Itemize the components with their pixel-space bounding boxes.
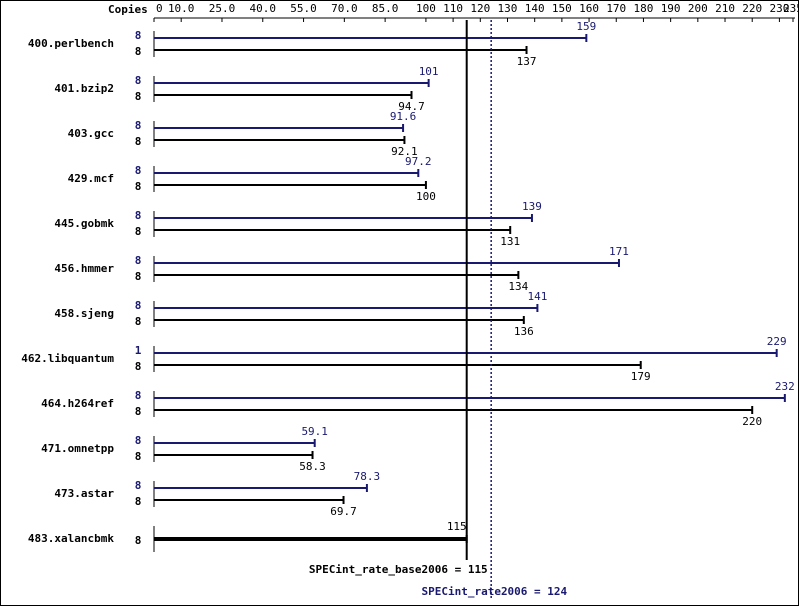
copies-label: 8 <box>135 164 142 177</box>
copies-label: 8 <box>135 209 142 222</box>
value-label: 141 <box>527 290 547 303</box>
x-tick-label: 190 <box>661 2 681 15</box>
copies-label: 8 <box>135 270 142 283</box>
x-tick-label: 10.0 <box>168 2 195 15</box>
value-label: 179 <box>631 370 651 383</box>
x-tick-label: 220 <box>742 2 762 15</box>
copies-label: 8 <box>135 434 142 447</box>
copies-label: 8 <box>135 225 142 238</box>
benchmark-label: 483.xalancbmk <box>28 532 114 545</box>
benchmark-label: 445.gobmk <box>54 217 114 230</box>
value-label: 232 <box>775 380 795 393</box>
x-tick-label: 70.0 <box>331 2 358 15</box>
x-tick-label: 170 <box>606 2 626 15</box>
copies-label: 8 <box>135 299 142 312</box>
benchmark-label: 429.mcf <box>68 172 114 185</box>
copies-label: 8 <box>135 315 142 328</box>
copies-label: 8 <box>135 180 142 193</box>
copies-label: 8 <box>135 254 142 267</box>
reference-label: SPECint_rate_base2006 = 115 <box>309 563 488 576</box>
copies-label: 8 <box>135 29 142 42</box>
value-label: 134 <box>508 280 528 293</box>
x-tick-label: 150 <box>552 2 572 15</box>
value-label: 94.7 <box>398 100 425 113</box>
x-tick-label: 55.0 <box>290 2 317 15</box>
benchmark-label: 464.h264ref <box>41 397 114 410</box>
benchmark-label: 471.omnetpp <box>41 442 114 455</box>
x-tick-label: 110 <box>443 2 463 15</box>
x-tick-label: 120 <box>470 2 490 15</box>
reference-label: SPECint_rate2006 = 124 <box>421 585 567 598</box>
copies-label: 8 <box>135 135 142 148</box>
copies-label: 8 <box>135 450 142 463</box>
x-tick-label: 180 <box>634 2 654 15</box>
benchmark-label: 401.bzip2 <box>54 82 114 95</box>
copies-header: Copies <box>108 3 148 16</box>
copies-label: 8 <box>135 405 142 418</box>
value-label: 220 <box>742 415 762 428</box>
value-label: 115 <box>447 520 467 533</box>
value-label: 229 <box>767 335 787 348</box>
value-label: 92.1 <box>391 145 418 158</box>
x-tick-label: 25.0 <box>209 2 236 15</box>
x-tick-label: 210 <box>715 2 735 15</box>
x-tick-label: 160 <box>579 2 599 15</box>
value-label: 137 <box>517 55 537 68</box>
copies-label: 8 <box>135 495 142 508</box>
copies-label: 8 <box>135 534 142 547</box>
value-label: 78.3 <box>354 470 381 483</box>
value-label: 139 <box>522 200 542 213</box>
copies-label: 8 <box>135 479 142 492</box>
benchmark-label: 403.gcc <box>68 127 114 140</box>
value-label: 131 <box>500 235 520 248</box>
benchmark-label: 458.sjeng <box>54 307 114 320</box>
copies-label: 8 <box>135 74 142 87</box>
x-tick-label: 130 <box>498 2 518 15</box>
value-label: 97.2 <box>405 155 432 168</box>
value-label: 171 <box>609 245 629 258</box>
value-label: 136 <box>514 325 534 338</box>
value-label: 58.3 <box>299 460 326 473</box>
x-tick-label: 140 <box>525 2 545 15</box>
value-label: 59.1 <box>301 425 328 438</box>
x-tick-label: 230 <box>769 2 789 15</box>
copies-label: 8 <box>135 119 142 132</box>
benchmark-label: 462.libquantum <box>21 352 114 365</box>
x-tick-label: 0 <box>156 2 163 15</box>
copies-label: 8 <box>135 90 142 103</box>
x-tick-label: 40.0 <box>250 2 277 15</box>
x-tick-label: 200 <box>688 2 708 15</box>
benchmark-label: 400.perlbench <box>28 37 114 50</box>
value-label: 91.6 <box>390 110 417 123</box>
x-tick-label: 100 <box>416 2 436 15</box>
copies-label: 1 <box>135 344 142 357</box>
value-label: 101 <box>419 65 439 78</box>
benchmark-label: 456.hmmer <box>54 262 114 275</box>
x-tick-label: 235 <box>783 2 799 15</box>
copies-label: 8 <box>135 360 142 373</box>
copies-label: 8 <box>135 389 142 402</box>
value-label: 159 <box>576 20 596 33</box>
value-label: 100 <box>416 190 436 203</box>
benchmark-label: 473.astar <box>54 487 114 500</box>
value-label: 69.7 <box>330 505 357 518</box>
x-tick-label: 85.0 <box>372 2 399 15</box>
copies-label: 8 <box>135 45 142 58</box>
